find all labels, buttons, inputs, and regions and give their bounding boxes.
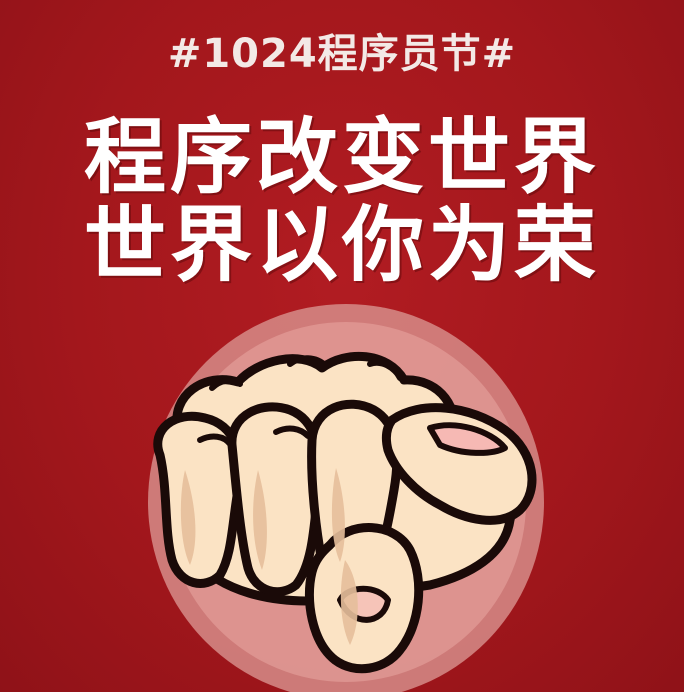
fist-shading: [180, 468, 358, 645]
thumbnail: [427, 422, 508, 456]
fist: [153, 351, 537, 674]
headline-line-1: 程序改变世界: [83, 110, 600, 205]
headline-line-2: 世界以你为荣: [83, 198, 600, 293]
finger-1: [153, 411, 245, 588]
knuckle-lines: [197, 355, 403, 447]
hashtag-title: #1024程序员节#: [167, 31, 517, 77]
finger-2: [227, 402, 324, 597]
